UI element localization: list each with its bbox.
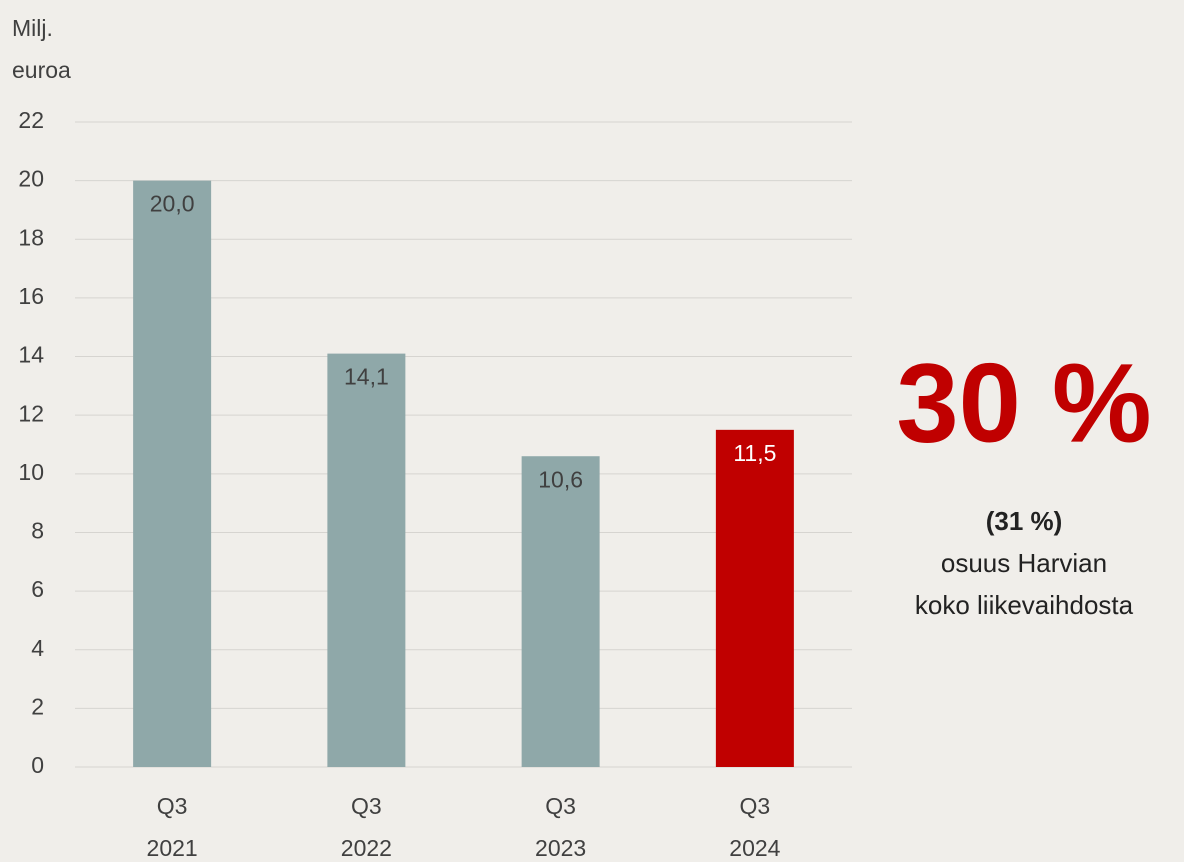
y-tick-label: 10	[18, 459, 44, 485]
value-label: 14,1	[344, 364, 389, 390]
annotation: (31 %)	[986, 506, 1063, 536]
value-label: 20,0	[150, 191, 195, 217]
bar	[715, 429, 794, 767]
annotation: koko liikevaihdosta	[915, 590, 1134, 620]
x-tick-label: Q3 2023	[535, 793, 586, 861]
bar	[327, 353, 406, 767]
y-tick-label: 8	[31, 518, 44, 544]
bar	[521, 456, 600, 767]
value-label: 11,5	[733, 440, 776, 466]
x-tick-label: Q3 2022	[341, 793, 392, 861]
x-tick-label: Q3 2024	[729, 793, 780, 861]
y-tick-label: 6	[31, 576, 44, 602]
bar	[133, 180, 212, 768]
y-axis-label: Milj. euroa	[12, 15, 71, 83]
y-tick-label: 14	[18, 342, 44, 368]
y-tick-label: 18	[18, 224, 44, 250]
y-tick-label: 4	[31, 635, 44, 661]
y-tick-label: 2	[31, 693, 44, 719]
y-tick-label: 20	[18, 166, 44, 192]
annotation: 30 %	[896, 341, 1151, 466]
y-tick-label: 22	[18, 107, 44, 133]
annotation: osuus Harvian	[941, 548, 1107, 578]
y-tick-label: 12	[18, 400, 44, 426]
x-tick-label: Q3 2021	[147, 793, 198, 861]
y-tick-label: 0	[31, 752, 44, 778]
value-label: 10,6	[538, 466, 583, 492]
y-tick-label: 16	[18, 283, 44, 309]
